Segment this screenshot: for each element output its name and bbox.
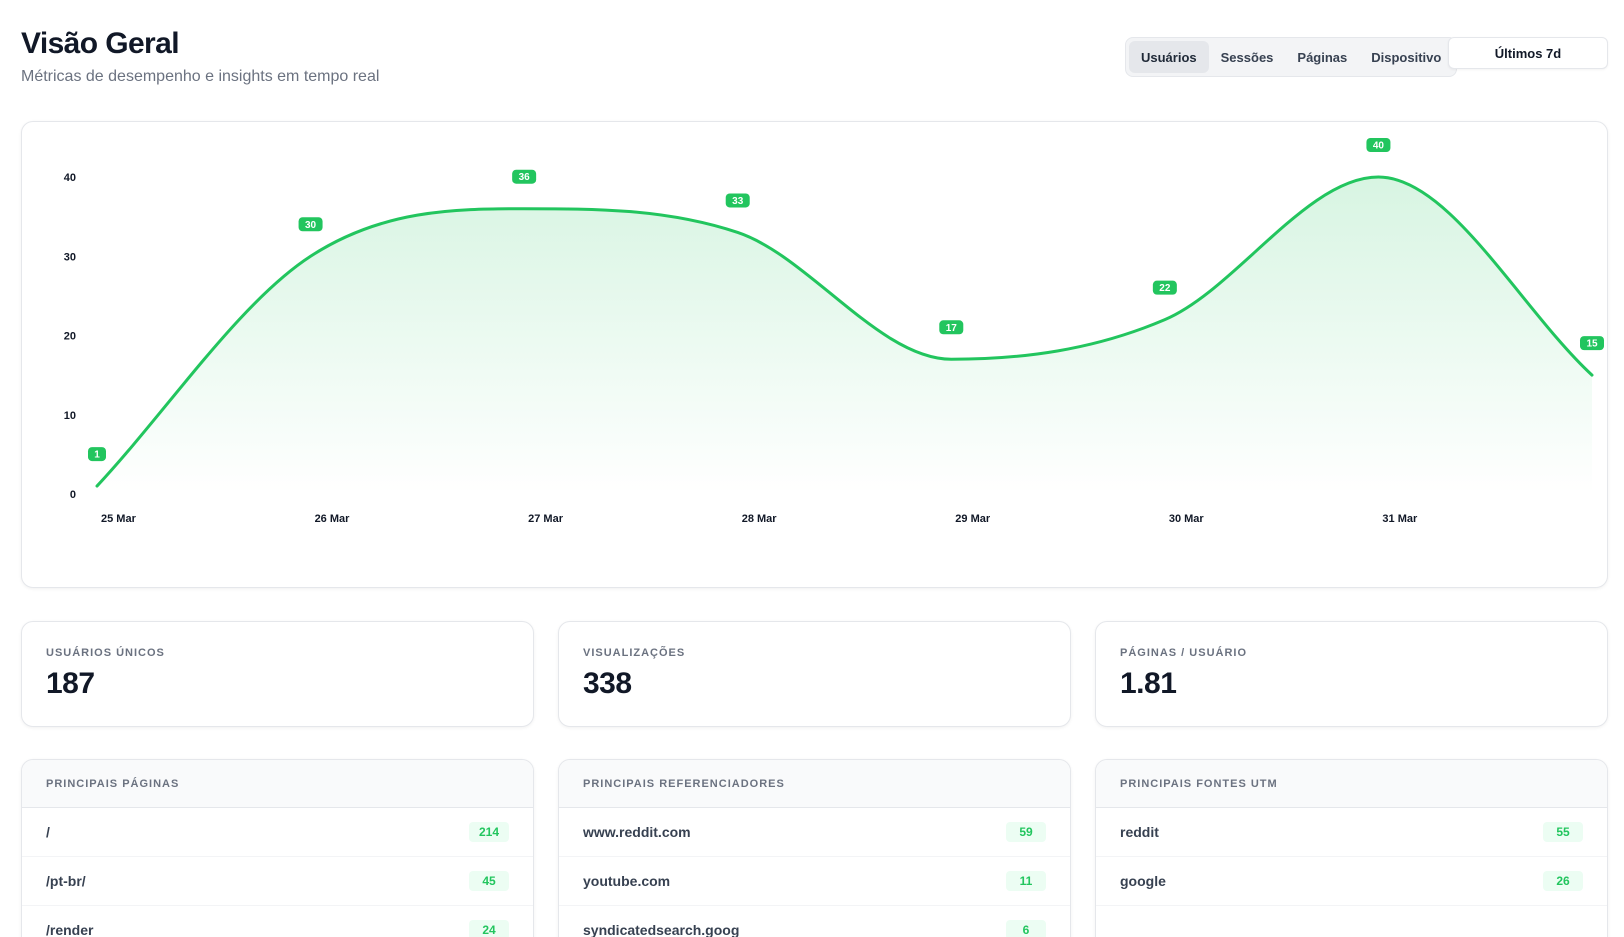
list-item[interactable]: / 214 [22,808,533,857]
top-referrers-card: PRINCIPAIS REFERENCIADORES www.reddit.co… [558,759,1071,937]
stat-label: VISUALIZAÇÕES [583,647,686,659]
list-item[interactable]: reddit 55 [1096,808,1607,857]
tab-sessoes[interactable]: Sessões [1220,49,1274,65]
row-label: / [46,824,50,840]
data-label: 22 [1152,280,1177,295]
list-item[interactable]: /pt-br/ 45 [22,857,533,906]
list-header: PRINCIPAIS FONTES UTM [1096,760,1607,808]
date-range-button[interactable]: Últimos 7d [1448,37,1608,69]
count-badge: 59 [1006,822,1046,842]
data-label-bg [725,193,750,208]
data-label-text: 33 [732,196,744,207]
row-label: syndicatedsearch.goog [583,922,740,937]
count-badge: 45 [469,871,509,891]
y-tick-label: 20 [64,331,76,343]
row-label: google [1120,873,1166,889]
tab-dispositivo[interactable]: Dispositivo [1371,49,1442,65]
x-tick-label: 27 Mar [528,513,564,525]
data-label-bg [88,447,106,462]
y-tick-label: 10 [64,410,76,422]
chart-card: 0 10 20 30 40 25 Mar 26 Mar 27 Mar 28 Mar 29 Mar… [21,121,1608,588]
page-header: Visão Geral Métricas de desempenho e ins… [21,24,379,86]
page-title: Visão Geral [21,27,180,60]
stat-value: 338 [583,667,632,700]
x-tick-label: 25 Mar [101,513,137,525]
count-badge: 55 [1543,822,1583,842]
data-label: 36 [512,169,537,184]
x-axis: 25 Mar 26 Mar 27 Mar 28 Mar 29 Mar 30 Mar 31 M… [101,513,1418,525]
data-label-text: 36 [519,172,531,183]
top-utm-sources-card: PRINCIPAIS FONTES UTM reddit 55 google 2… [1095,759,1608,937]
data-label: 15 [1580,336,1604,351]
top-pages-card: PRINCIPAIS PÁGINAS / 214 /pt-br/ 45 /ren… [21,759,534,937]
stat-card-paginas-usuario: PÁGINAS / USUÁRIO 1.81 [1095,621,1608,727]
data-label-bg [939,320,964,335]
list-item[interactable]: syndicatedsearch.goog 6 [559,906,1070,937]
data-label-bg [512,169,537,184]
chart-area [97,177,1592,494]
data-label-text: 1 [94,450,100,461]
x-tick-label: 28 Mar [742,513,778,525]
data-label-bg [1152,280,1177,295]
stat-value: 1.81 [1120,667,1177,700]
page-subtitle: Métricas de desempenho e insights em tem… [21,68,380,85]
data-label-bg [1580,336,1604,351]
data-label-text: 17 [946,323,958,334]
y-tick-label: 30 [64,251,76,263]
x-tick-label: 31 Mar [1382,513,1418,525]
area-chart: 0 10 20 30 40 25 Mar 26 Mar 27 Mar 28 Mar 29 Mar… [64,138,1604,525]
data-label: 40 [1366,138,1391,152]
count-badge: 6 [1006,920,1046,937]
row-label: youtube.com [583,873,671,889]
data-label: 33 [725,193,750,208]
count-badge: 26 [1543,871,1583,891]
count-badge: 11 [1006,871,1046,891]
list-item[interactable]: google 26 [1096,857,1607,906]
row-label: reddit [1120,824,1159,840]
stat-value: 187 [46,667,95,700]
metric-tabs: Usuários Sessões Páginas Dispositivo [1125,37,1458,77]
data-label: 17 [939,320,964,335]
list-item[interactable]: youtube.com 11 [559,857,1070,906]
row-label: www.reddit.com [583,824,691,840]
count-badge: 214 [469,822,509,842]
tab-usuarios[interactable]: Usuários [1129,41,1209,73]
stat-card-usuarios-unicos: USUÁRIOS ÚNICOS 187 [21,621,534,727]
y-axis: 0 10 20 30 40 [64,172,76,501]
x-tick-label: 29 Mar [955,513,991,525]
data-label: 1 [88,447,106,462]
tab-paginas[interactable]: Páginas [1297,49,1348,65]
list-header: PRINCIPAIS PÁGINAS [22,760,533,808]
data-label-text: 30 [305,220,317,231]
data-label: 30 [298,217,323,232]
list-header: PRINCIPAIS REFERENCIADORES [559,760,1070,808]
x-tick-label: 30 Mar [1169,513,1205,525]
chart-line [95,175,1594,488]
row-label: /render [46,922,94,937]
row-label: /pt-br/ [46,873,86,889]
y-tick-label: 40 [64,172,76,184]
data-label-text: 40 [1373,141,1385,152]
stat-label: USUÁRIOS ÚNICOS [46,647,165,659]
data-label-bg [298,217,323,232]
x-tick-label: 26 Mar [315,513,351,525]
data-label-text: 15 [1586,339,1598,350]
data-label-text: 22 [1159,283,1171,294]
data-label-bg [1366,138,1391,152]
list-item[interactable]: /render 24 [22,906,533,937]
stat-card-visualizacoes: VISUALIZAÇÕES 338 [558,621,1071,727]
count-badge: 24 [469,920,509,937]
data-labels: 1 30 36 33 17 22 40 15 [88,138,1604,462]
list-item[interactable]: www.reddit.com 59 [559,808,1070,857]
stat-label: PÁGINAS / USUÁRIO [1120,647,1248,659]
y-tick-label: 0 [70,489,76,501]
